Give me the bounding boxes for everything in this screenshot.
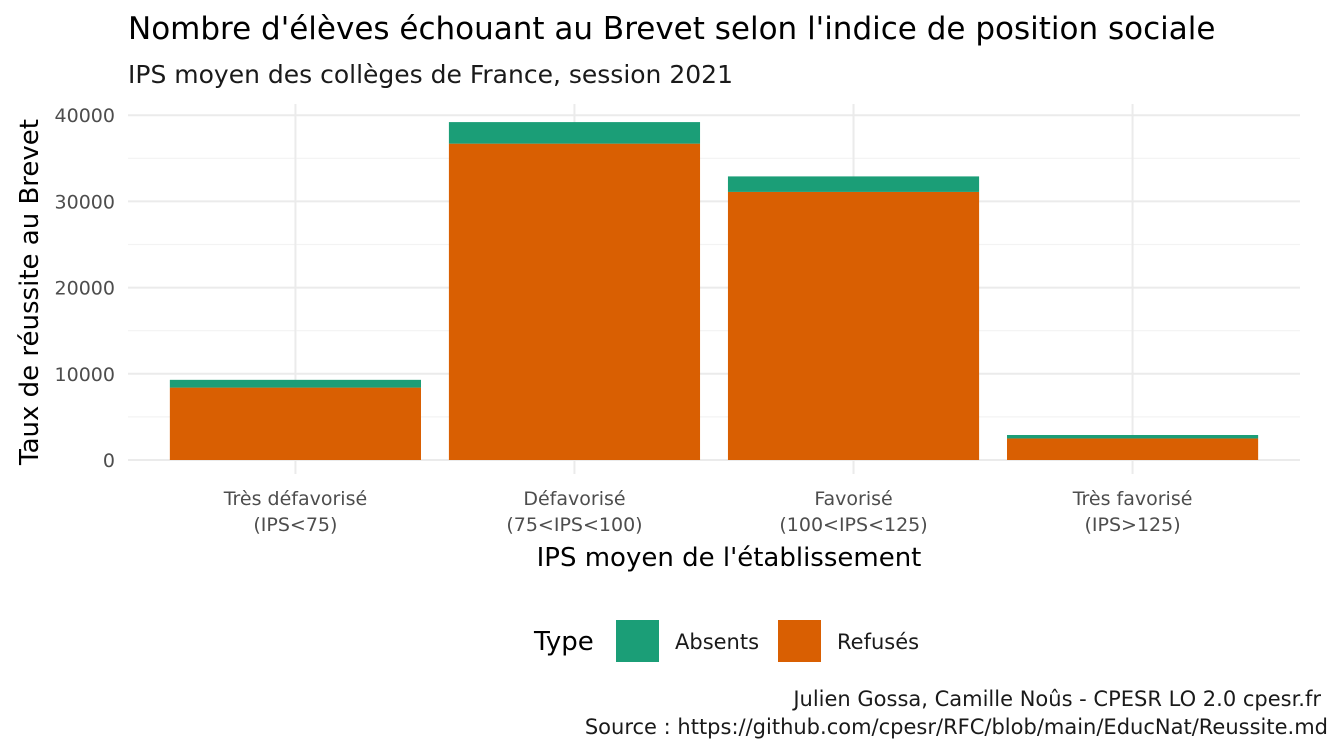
y-tick-label: 30000 bbox=[55, 191, 115, 213]
bars bbox=[169, 122, 1259, 460]
legend-title: Type bbox=[533, 627, 594, 657]
caption-line-2: Source : https://github.com/cpesr/RFC/bl… bbox=[585, 715, 1328, 739]
x-tick-label: Très favorisé (IPS>125) bbox=[1072, 488, 1193, 536]
bar-absents-1 bbox=[169, 379, 421, 388]
x-axis-ticks: Très défavorisé (IPS<75) Défavorisé (75<IPS… bbox=[223, 488, 1193, 536]
chart-subtitle: IPS moyen des collèges de France, sessio… bbox=[128, 60, 733, 89]
caption-line-1: Julien Gossa, Camille Noûs - CPESR LO 2.… bbox=[791, 687, 1321, 711]
legend-label: Refusés bbox=[837, 630, 919, 654]
y-axis-ticks: 0 10000 20000 30000 40000 bbox=[55, 105, 115, 472]
legend-label: Absents bbox=[675, 630, 759, 654]
bar-refus-s-1 bbox=[169, 387, 421, 460]
bar-absents-2 bbox=[448, 122, 701, 144]
x-tick-label: Très défavorisé (IPS<75) bbox=[223, 488, 367, 536]
x-tick-label: Défavorisé (75<IPS<100) bbox=[506, 488, 642, 536]
bar-refus-s-3 bbox=[727, 191, 980, 460]
chart-title: Nombre d'élèves échouant au Brevet selon… bbox=[128, 11, 1215, 47]
bar-refus-s-4 bbox=[1007, 438, 1259, 460]
y-tick-label: 10000 bbox=[55, 364, 115, 386]
bar-absents-4 bbox=[1007, 435, 1259, 439]
legend: Type Absents Refusés bbox=[533, 620, 919, 662]
x-axis-title: IPS moyen de l'établissement bbox=[537, 543, 922, 573]
y-tick-label: 20000 bbox=[55, 278, 115, 300]
y-tick-label: 0 bbox=[103, 450, 115, 472]
legend-key-refus-s bbox=[778, 620, 821, 662]
bar-refus-s-2 bbox=[448, 143, 701, 460]
y-tick-label: 40000 bbox=[55, 105, 115, 127]
y-axis-title: Taux de réussite au Brevet bbox=[15, 119, 45, 466]
legend-key-absents bbox=[616, 620, 659, 662]
x-tick-label: Favorisé (100<IPS<125) bbox=[779, 488, 927, 536]
bar-absents-3 bbox=[727, 176, 980, 192]
